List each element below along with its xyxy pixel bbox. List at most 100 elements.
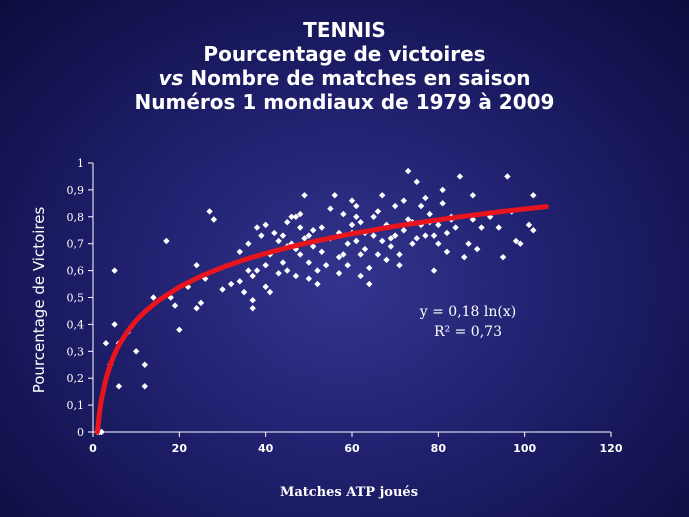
data-point: [202, 275, 209, 282]
data-point: [443, 248, 451, 255]
data-point: [210, 216, 218, 223]
data-point: [258, 232, 265, 239]
data-point: [193, 305, 200, 312]
data-point: [284, 218, 291, 226]
data-point: [512, 237, 520, 245]
data-point: [400, 197, 407, 204]
x-tick-label: 20: [172, 442, 188, 455]
data-point: [340, 251, 347, 258]
data-point: [288, 213, 295, 220]
data-point: [396, 251, 403, 258]
data-point: [245, 240, 252, 247]
data-point: [357, 272, 364, 280]
data-point: [396, 262, 403, 269]
data-point: [279, 232, 287, 239]
y-tick-label: 0,8: [67, 211, 85, 224]
data-point: [206, 208, 213, 215]
data-point: [374, 251, 382, 258]
data-point: [495, 224, 502, 231]
data-point: [197, 299, 205, 307]
data-point: [370, 213, 377, 220]
data-point: [297, 210, 304, 218]
data-point: [430, 267, 438, 274]
data-point: [253, 224, 261, 231]
data-point: [115, 383, 123, 390]
data-point: [456, 173, 464, 180]
data-point: [439, 200, 446, 207]
data-point: [301, 192, 308, 199]
data-point: [236, 278, 243, 285]
data-point: [331, 192, 338, 199]
title-line-4: Numéros 1 mondiaux de 1979 à 2009: [134, 90, 555, 114]
x-tick-label: 40: [258, 442, 274, 455]
data-point: [111, 321, 118, 328]
data-point: [439, 186, 446, 194]
data-point: [275, 270, 282, 277]
y-tick-label: 0,1: [67, 399, 85, 412]
data-point: [245, 267, 252, 274]
data-point: [469, 192, 477, 199]
data-point: [262, 262, 269, 269]
data-point: [292, 213, 300, 220]
data-point: [141, 361, 148, 368]
data-point: [383, 256, 390, 264]
data-point: [314, 267, 321, 274]
data-point: [387, 235, 395, 242]
data-point: [391, 202, 399, 210]
trendline-r2: R² = 0,73: [434, 324, 502, 340]
data-point: [504, 173, 511, 180]
data-point: [249, 305, 256, 312]
data-point: [297, 251, 304, 258]
y-tick-label: 0,2: [67, 372, 85, 385]
data-point: [309, 243, 317, 250]
data-point: [275, 237, 282, 245]
data-point: [240, 288, 248, 296]
data-point: [271, 229, 278, 237]
data-point: [163, 237, 170, 245]
y-tick-label: 0: [77, 426, 84, 439]
data-point: [266, 288, 274, 296]
axes: 0 20 40 60 80 100 120 0 0,1 0,2 0,3 0,4 0,5 0,6 0,7 0,8…: [67, 157, 623, 455]
data-point: [318, 248, 325, 255]
data-point: [305, 232, 313, 239]
data-point: [344, 240, 351, 247]
data-point: [387, 243, 395, 250]
data-point: [171, 302, 179, 309]
data-point: [426, 210, 433, 218]
data-point: [379, 192, 386, 199]
data-point: [102, 340, 110, 347]
data-point: [219, 286, 226, 293]
data-point: [318, 224, 325, 231]
y-axis-label: Pourcentage de Victoires: [30, 207, 48, 394]
data-point: [322, 262, 330, 269]
data-point: [335, 253, 343, 261]
data-point: [404, 216, 412, 223]
data-point: [417, 202, 425, 210]
data-point: [443, 229, 451, 237]
x-axis-label: Matches ATP joués: [280, 485, 418, 500]
data-point: [409, 240, 416, 247]
data-point: [353, 213, 360, 220]
data-point: [353, 202, 360, 210]
data-point: [327, 205, 334, 212]
data-point: [132, 348, 140, 355]
y-tick-label: 0,3: [67, 345, 85, 358]
y-tick-label: 0,7: [67, 238, 85, 251]
x-tick-label: 100: [513, 442, 536, 455]
data-point: [525, 221, 533, 229]
data-point: [111, 267, 118, 274]
data-point: [465, 240, 472, 247]
data-point: [400, 227, 407, 234]
chart-title: TENNIS Pourcentage de victoires vs Nombr…: [0, 18, 689, 114]
data-point: [499, 253, 507, 261]
title-line-2: Pourcentage de victoires: [203, 42, 486, 66]
data-point: [141, 383, 148, 390]
data-point: [284, 267, 291, 274]
data-point: [374, 208, 382, 215]
title-line-3: vs Nombre de matches en saison: [158, 66, 531, 90]
data-point: [262, 283, 269, 290]
data-point: [370, 232, 377, 239]
data-point: [348, 197, 356, 204]
data-point: [249, 272, 256, 280]
